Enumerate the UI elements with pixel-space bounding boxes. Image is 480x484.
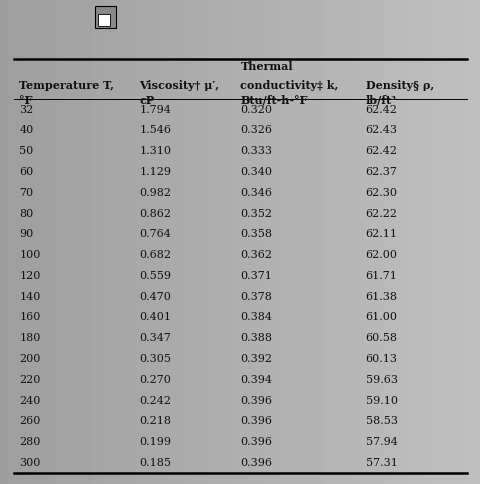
Text: 260: 260: [19, 416, 40, 426]
Text: 0.388: 0.388: [240, 333, 272, 343]
Text: 59.63: 59.63: [365, 375, 397, 385]
Text: lb/ft³: lb/ft³: [365, 95, 396, 106]
Text: 0.396: 0.396: [240, 395, 272, 406]
Text: 0.384: 0.384: [240, 313, 272, 322]
Text: °F: °F: [19, 95, 33, 106]
Text: 0.396: 0.396: [240, 458, 272, 468]
Text: Viscosity† μ′,: Viscosity† μ′,: [139, 80, 219, 91]
Text: 61.00: 61.00: [365, 313, 397, 322]
Text: 180: 180: [19, 333, 40, 343]
Text: 1.310: 1.310: [139, 146, 171, 156]
Text: 58.53: 58.53: [365, 416, 397, 426]
Text: 0.346: 0.346: [240, 188, 272, 198]
Text: 59.10: 59.10: [365, 395, 397, 406]
Text: 40: 40: [19, 125, 34, 136]
Text: 1.546: 1.546: [139, 125, 171, 136]
Text: 90: 90: [19, 229, 34, 239]
Text: 0.358: 0.358: [240, 229, 272, 239]
Text: Density§ ρ,: Density§ ρ,: [365, 80, 433, 91]
Text: 0.305: 0.305: [139, 354, 171, 364]
Text: 70: 70: [19, 188, 33, 198]
Text: 60: 60: [19, 167, 34, 177]
Text: 0.270: 0.270: [139, 375, 171, 385]
Text: 0.862: 0.862: [139, 209, 171, 219]
Text: 1.129: 1.129: [139, 167, 171, 177]
Text: 200: 200: [19, 354, 40, 364]
Text: 0.764: 0.764: [139, 229, 171, 239]
Text: Temperature T,: Temperature T,: [19, 80, 114, 91]
Text: 57.94: 57.94: [365, 437, 396, 447]
Text: Btu/ft-h-°F: Btu/ft-h-°F: [240, 95, 307, 106]
Text: 62.42: 62.42: [365, 105, 397, 115]
Text: 140: 140: [19, 292, 40, 302]
Text: 0.396: 0.396: [240, 437, 272, 447]
Text: 0.320: 0.320: [240, 105, 272, 115]
FancyBboxPatch shape: [98, 14, 109, 26]
Text: 100: 100: [19, 250, 40, 260]
Text: 0.396: 0.396: [240, 416, 272, 426]
Text: 62.43: 62.43: [365, 125, 397, 136]
Text: 300: 300: [19, 458, 40, 468]
Text: 120: 120: [19, 271, 40, 281]
Text: 80: 80: [19, 209, 34, 219]
Text: 62.22: 62.22: [365, 209, 397, 219]
Text: 0.682: 0.682: [139, 250, 171, 260]
Text: 0.401: 0.401: [139, 313, 171, 322]
Text: 0.185: 0.185: [139, 458, 171, 468]
Text: 280: 280: [19, 437, 40, 447]
Text: 50: 50: [19, 146, 34, 156]
Text: 0.218: 0.218: [139, 416, 171, 426]
Text: 0.378: 0.378: [240, 292, 272, 302]
Text: 0.982: 0.982: [139, 188, 171, 198]
Text: 160: 160: [19, 313, 40, 322]
Text: 0.559: 0.559: [139, 271, 171, 281]
Text: 0.242: 0.242: [139, 395, 171, 406]
Text: 0.371: 0.371: [240, 271, 272, 281]
Text: 1.794: 1.794: [139, 105, 171, 115]
Text: 62.42: 62.42: [365, 146, 397, 156]
Text: 0.352: 0.352: [240, 209, 272, 219]
Text: 0.362: 0.362: [240, 250, 272, 260]
Text: 32: 32: [19, 105, 34, 115]
Text: 62.11: 62.11: [365, 229, 397, 239]
Text: 0.394: 0.394: [240, 375, 272, 385]
Text: 60.58: 60.58: [365, 333, 397, 343]
Text: 220: 220: [19, 375, 40, 385]
Text: 240: 240: [19, 395, 40, 406]
Text: 61.71: 61.71: [365, 271, 396, 281]
Text: 0.199: 0.199: [139, 437, 171, 447]
Text: 0.392: 0.392: [240, 354, 272, 364]
Text: 0.333: 0.333: [240, 146, 272, 156]
Text: 60.13: 60.13: [365, 354, 397, 364]
FancyBboxPatch shape: [95, 6, 116, 28]
Text: 0.326: 0.326: [240, 125, 272, 136]
Text: 62.30: 62.30: [365, 188, 397, 198]
Text: conductivity‡ k,: conductivity‡ k,: [240, 80, 338, 91]
Text: 57.31: 57.31: [365, 458, 396, 468]
Text: 0.340: 0.340: [240, 167, 272, 177]
Text: 0.470: 0.470: [139, 292, 171, 302]
Text: cP: cP: [139, 95, 154, 106]
Text: 0.347: 0.347: [139, 333, 171, 343]
Text: 61.38: 61.38: [365, 292, 397, 302]
Text: 62.00: 62.00: [365, 250, 397, 260]
Text: Thermal: Thermal: [240, 61, 292, 72]
Text: 62.37: 62.37: [365, 167, 396, 177]
